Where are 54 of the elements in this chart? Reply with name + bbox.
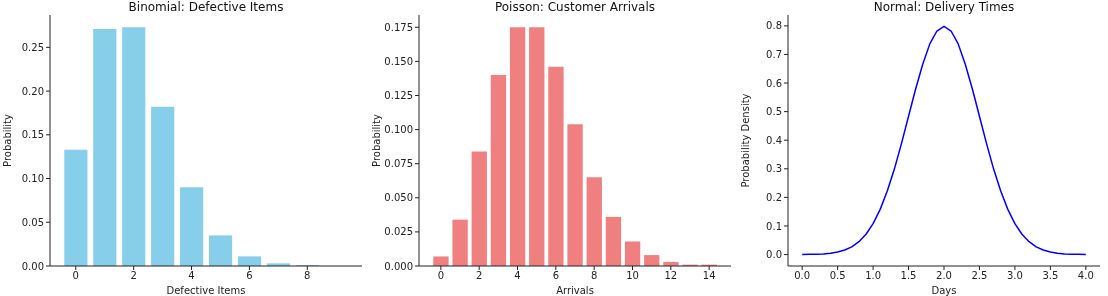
x-tick-label: 8 bbox=[590, 270, 598, 282]
x-tick-label: 2.5 bbox=[971, 270, 988, 282]
y-tick-label: 0.3 bbox=[766, 163, 782, 175]
y-axis-title: Probability bbox=[370, 113, 382, 167]
y-tick-label: 0.1 bbox=[766, 220, 782, 232]
x-tick-label: 2 bbox=[130, 270, 137, 282]
x-tick-label: 1.0 bbox=[865, 270, 882, 282]
x-tick-label: 3.5 bbox=[1042, 270, 1059, 282]
y-tick-label: 0.175 bbox=[384, 21, 413, 33]
x-tick-label: 6 bbox=[246, 270, 253, 282]
x-tick-label: 2.0 bbox=[936, 270, 952, 282]
chart-title: Binomial: Defective Items bbox=[127, 0, 285, 14]
x-axis-title: Defective Items bbox=[166, 285, 246, 296]
y-tick-label: 0.8 bbox=[766, 20, 782, 32]
y-tick-label: 0.4 bbox=[766, 134, 782, 146]
x-tick-label: 0.5 bbox=[829, 270, 846, 282]
x-axis-title: Arrivals bbox=[556, 285, 594, 296]
y-tick-label: 0.0 bbox=[766, 249, 782, 261]
y-tick-label: 0.10 bbox=[21, 173, 44, 185]
y-tick-label: 0.5 bbox=[766, 106, 782, 118]
x-tick-label: 8 bbox=[304, 270, 311, 282]
x-tick-label: 12 bbox=[664, 270, 678, 282]
y-axis-title: Probability Density bbox=[739, 93, 751, 188]
y-tick-label: 0.050 bbox=[384, 192, 413, 204]
x-tick-label: 0 bbox=[437, 270, 445, 282]
y-tick-label: 0.000 bbox=[384, 260, 413, 272]
y-tick-label: 0.6 bbox=[766, 77, 782, 89]
chart-title: Normal: Delivery Times bbox=[872, 0, 1016, 14]
y-tick-label: 0.20 bbox=[21, 85, 44, 97]
y-tick-label: 0.2 bbox=[766, 191, 782, 203]
x-tick-label: 4.0 bbox=[1077, 270, 1094, 282]
y-tick-label: 0.100 bbox=[384, 124, 413, 136]
x-tick-label: 10 bbox=[626, 270, 639, 282]
y-tick-label: 0.7 bbox=[766, 49, 782, 60]
x-tick-label: 0 bbox=[72, 270, 79, 282]
x-tick-label: 14 bbox=[702, 270, 716, 282]
y-tick-label: 0.00 bbox=[21, 260, 44, 272]
y-tick-label: 0.15 bbox=[21, 129, 44, 141]
x-tick-label: 2 bbox=[475, 270, 483, 282]
y-axis-title: Probability bbox=[1, 113, 13, 167]
y-tick-label: 0.025 bbox=[384, 226, 413, 238]
y-tick-label: 0.125 bbox=[384, 90, 413, 102]
y-tick-label: 0.25 bbox=[21, 41, 44, 53]
x-tick-label: 1.5 bbox=[900, 270, 917, 282]
x-tick-label: 4 bbox=[514, 270, 521, 282]
y-tick-label: 0.05 bbox=[21, 216, 44, 228]
x-axis-title: Days bbox=[931, 285, 957, 296]
chart-title: Poisson: Customer Arrivals bbox=[493, 0, 657, 14]
y-tick-label: 0.075 bbox=[384, 158, 413, 170]
x-tick-label: 3.0 bbox=[1006, 270, 1023, 282]
x-tick-label: 6 bbox=[552, 270, 560, 282]
y-tick-label: 0.150 bbox=[384, 55, 413, 67]
x-tick-label: 4 bbox=[188, 270, 195, 282]
x-tick-label: 0.0 bbox=[794, 270, 811, 282]
